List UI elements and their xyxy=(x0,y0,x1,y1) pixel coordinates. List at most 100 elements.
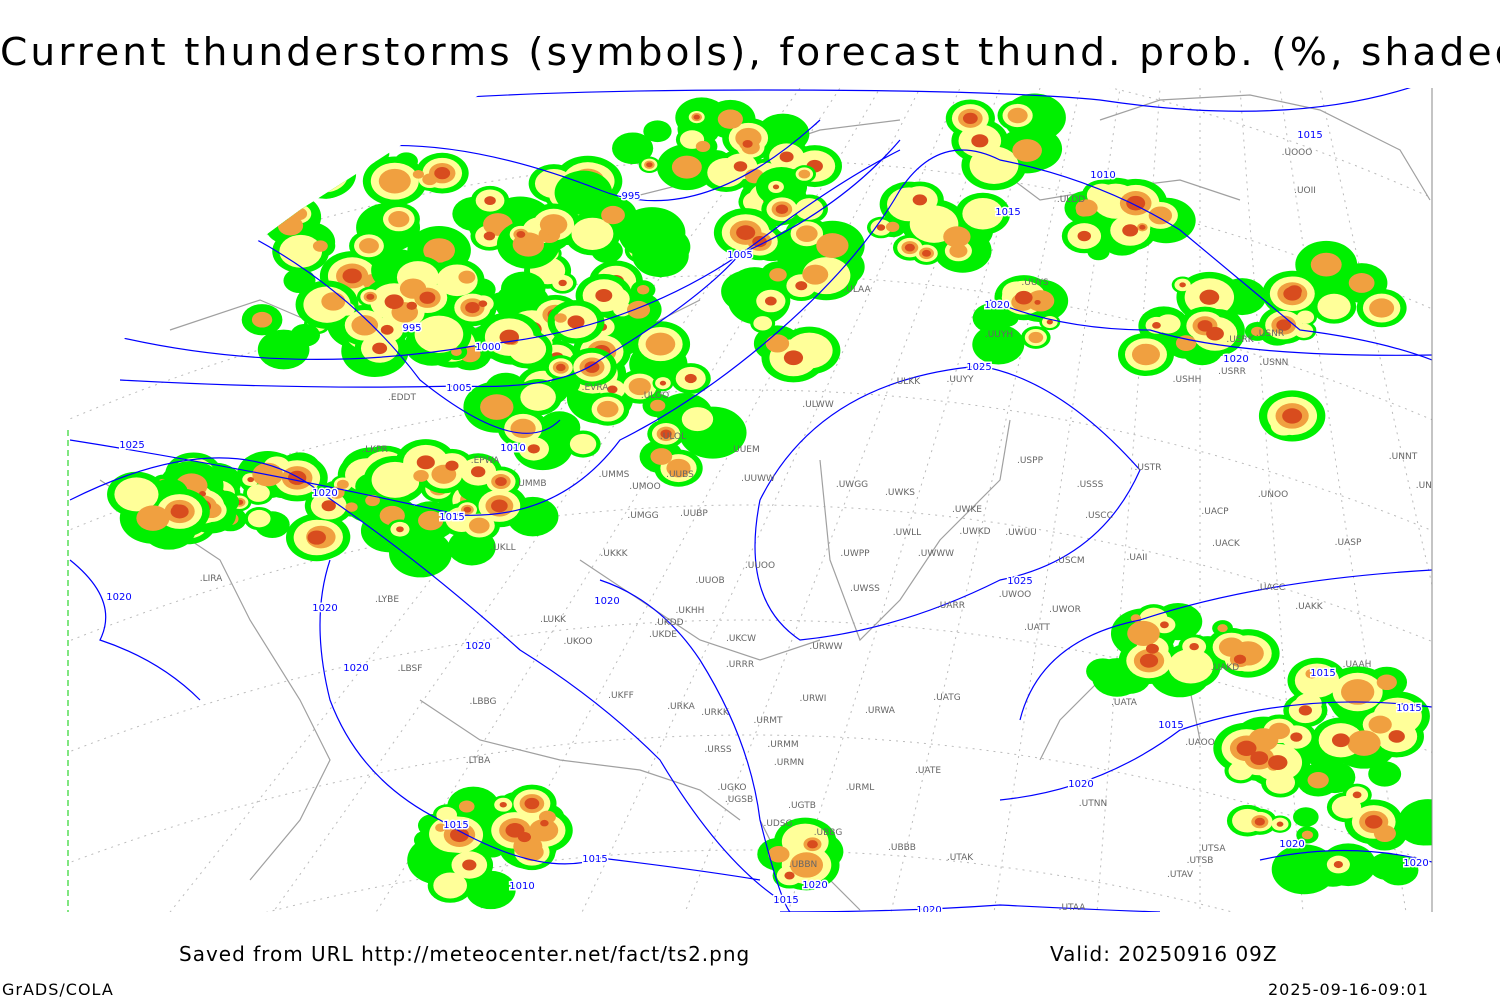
probability-cell xyxy=(752,235,767,248)
station-label: .UKOO xyxy=(563,637,592,647)
coastline xyxy=(1099,94,1431,201)
probability-cell xyxy=(422,173,438,186)
probability-cell xyxy=(558,279,567,287)
probability-cell xyxy=(316,163,333,177)
station-label: .UUEM xyxy=(730,445,760,455)
station-label: .UUYS xyxy=(1021,278,1049,288)
probability-cell xyxy=(1282,408,1303,424)
station-label: .URWI xyxy=(800,694,827,704)
isobar-line xyxy=(1259,849,1432,863)
probability-cell xyxy=(569,433,597,455)
probability-cell xyxy=(1126,195,1146,211)
meridian-line xyxy=(1239,88,1311,912)
station-label: .UAAH xyxy=(1343,660,1372,670)
probability-cell xyxy=(1276,319,1292,331)
probability-cell xyxy=(645,332,676,356)
probability-cell xyxy=(1046,319,1053,325)
station-labels: .EDDT .LKPR .EPWA .UMMS .UMOO .UUBS .UUEM .UUWW… xyxy=(200,148,1432,913)
probability-cell xyxy=(435,823,446,832)
station-label: .UKDE xyxy=(649,630,677,640)
probability-cell xyxy=(510,418,536,439)
probability-cell xyxy=(529,819,559,842)
coastline xyxy=(819,419,1011,642)
station-label: .UTAK xyxy=(947,853,974,863)
probability-cell xyxy=(1217,624,1228,633)
station-label: .UDSG xyxy=(763,819,792,829)
station-label: .UMOO xyxy=(629,482,660,492)
probability-cell xyxy=(779,151,794,163)
generation-timestamp: 2025-09-16-09:01 xyxy=(1268,980,1429,999)
isobar-line xyxy=(69,457,781,901)
valid-time-text: Valid: 20250916 09Z xyxy=(1050,942,1278,966)
probability-cell xyxy=(971,134,989,148)
probability-cell xyxy=(413,469,429,482)
probability-cell xyxy=(419,291,436,304)
probability-cell xyxy=(321,500,336,512)
station-label: .USNN xyxy=(1260,358,1289,368)
station-label: .LUKK xyxy=(540,615,567,625)
probability-cell xyxy=(1148,206,1173,225)
probability-cell xyxy=(1254,817,1265,826)
station-label: .UWGG xyxy=(836,480,868,490)
probability-cell xyxy=(1368,761,1402,787)
probability-cell xyxy=(314,166,334,182)
probability-cell xyxy=(313,161,336,179)
station-label: .ULDD xyxy=(1057,195,1085,205)
probability-cell xyxy=(1168,648,1214,684)
isobar-label: 1020 xyxy=(916,905,941,916)
probability-cell xyxy=(1086,183,1117,207)
station-label: .UMGG xyxy=(627,511,658,521)
probability-cell xyxy=(517,831,532,843)
isobar-line xyxy=(989,299,1432,356)
isobar-label: 1025 xyxy=(1007,576,1032,587)
probability-cell xyxy=(1075,199,1098,217)
isobar-label: 1020 xyxy=(802,880,827,891)
station-label: .UAKD xyxy=(1211,663,1240,673)
probability-cell xyxy=(480,394,514,420)
station-label: .UTSA xyxy=(1199,844,1227,854)
isobar-line xyxy=(89,149,901,360)
probability-cell xyxy=(1197,320,1213,332)
station-label: .EVRA xyxy=(582,383,610,393)
station-label: .LTBA xyxy=(466,756,491,766)
probability-cell xyxy=(1368,715,1392,734)
station-label: .URKA xyxy=(667,702,695,712)
probability-cell xyxy=(1378,854,1419,886)
station-label: .UTAV xyxy=(1167,870,1194,880)
isobar-label: 1020 xyxy=(1223,354,1248,365)
station-label: .UAKK xyxy=(1295,602,1324,612)
isobar-label: 1020 xyxy=(1279,839,1304,850)
station-label: .URRR xyxy=(726,660,754,670)
probability-cell xyxy=(1352,791,1362,799)
probability-cell xyxy=(1340,679,1375,705)
parallel-line xyxy=(68,274,1432,451)
station-label: .UUYH xyxy=(985,330,1013,340)
station-label: .UUOO xyxy=(745,561,775,571)
probability-cell xyxy=(753,316,773,331)
isobar-line xyxy=(69,149,1432,516)
probability-cell xyxy=(681,407,714,432)
station-label: .UBBG xyxy=(814,828,843,838)
probability-cell xyxy=(643,120,672,143)
station-label: .UKFF xyxy=(608,691,634,701)
meridian-line xyxy=(1319,88,1432,912)
probability-cell xyxy=(1014,290,1033,305)
station-label: .UTNN xyxy=(1079,799,1107,809)
probability-cell xyxy=(1287,285,1302,297)
probability-cell xyxy=(1347,730,1381,756)
station-label: .UTSB xyxy=(1187,856,1214,866)
probability-cell xyxy=(1122,224,1139,237)
station-label: .UKDD xyxy=(654,618,683,628)
station-label: .UTAA xyxy=(1059,903,1087,913)
station-label: .UWKE xyxy=(952,505,982,515)
isobar-label: 1020 xyxy=(1068,779,1093,790)
probability-cell xyxy=(527,444,540,454)
probability-cell xyxy=(396,526,404,533)
station-label: .LKPR xyxy=(362,445,387,455)
station-label: .ULWW xyxy=(802,400,834,410)
probability-cell xyxy=(1189,642,1199,651)
probability-cell xyxy=(554,170,613,215)
probability-cell xyxy=(798,169,811,179)
probability-cell xyxy=(943,226,971,248)
probability-cell xyxy=(1373,825,1396,843)
